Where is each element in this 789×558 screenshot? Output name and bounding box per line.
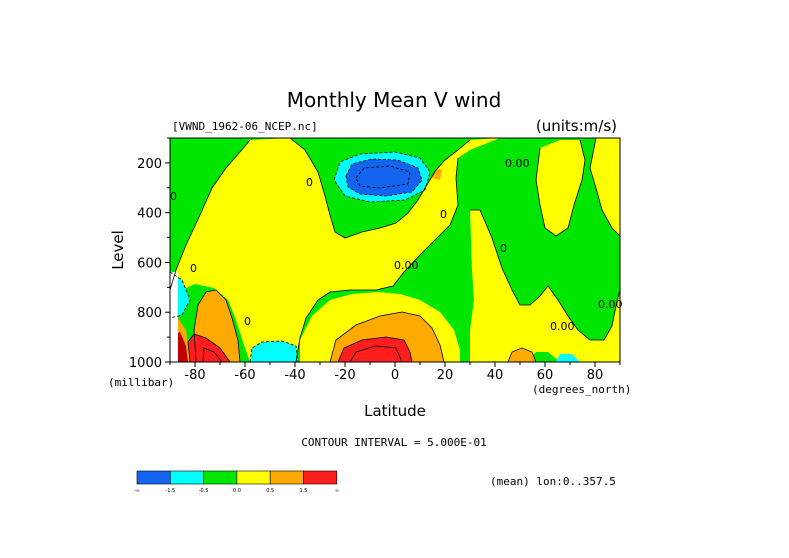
contour-labels: 0.00 0.00 0 0.00 0.00 0 0 0 0 0	[170, 157, 623, 333]
region-positive-far-east	[590, 138, 620, 236]
x-tick-label: 40	[487, 368, 504, 383]
contour-interval: CONTOUR INTERVAL = 5.000E-01	[301, 436, 486, 449]
contour-label: 0.00	[550, 320, 575, 333]
contour-label: 0	[190, 262, 197, 275]
contour-lines	[170, 138, 620, 362]
contour-label: 0	[440, 208, 447, 221]
x-axis-units: (degrees_north)	[532, 383, 631, 396]
contour-line	[535, 139, 586, 237]
y-tick-label: 800	[137, 306, 162, 321]
region-positive-west	[170, 138, 500, 362]
contour-line	[295, 157, 459, 362]
y-axis: 200 400 600 800 1000	[129, 137, 170, 371]
y-tick-label: 200	[137, 157, 162, 172]
colorbar-tick-label: 1.5	[300, 488, 308, 494]
colorbar-swatch	[269, 470, 304, 485]
contour-line	[329, 311, 445, 362]
region-positive-east	[470, 210, 620, 362]
contour-label: 0.00	[598, 298, 623, 311]
chart-title: Monthly Mean V wind	[287, 88, 502, 112]
contour-label: 0.00	[505, 157, 530, 170]
contour-line	[349, 345, 403, 362]
contour-line	[470, 209, 620, 341]
region-orange-east	[508, 348, 536, 362]
contour-line	[345, 158, 423, 197]
mean-note: (mean) lon:0..357.5	[490, 475, 616, 488]
colorbar-swatch	[236, 470, 271, 485]
y-tick-label: 600	[137, 256, 162, 271]
contour-line	[170, 271, 191, 319]
contour-label: 0	[306, 176, 313, 189]
contour-label: 0	[170, 190, 177, 203]
x-tick-label: -40	[284, 368, 305, 383]
contour-line	[337, 336, 413, 362]
region-negative-lowlevel-se	[556, 354, 580, 362]
x-tick-label: 60	[537, 368, 554, 383]
region-red-south	[188, 334, 230, 362]
contour-line	[193, 289, 241, 362]
region-negative-lowlevel-sw	[250, 341, 298, 362]
colorbar-swatch	[303, 470, 338, 485]
contour-line	[589, 138, 620, 237]
contour-line	[187, 333, 231, 362]
colorbar-swatch	[170, 470, 204, 485]
colorbar-tick-label: 0.5	[266, 488, 274, 494]
colorbar-swatch	[203, 470, 238, 485]
x-axis: -80 -60 -40 -20 0 20 40 60 80	[169, 362, 621, 383]
x-tick-label: -80	[184, 368, 205, 383]
y-axis-units: (millibar)	[108, 376, 174, 389]
colorbar-tick-label: 0.0	[233, 488, 241, 494]
x-tick-label: 0	[391, 368, 399, 383]
plot-area	[170, 138, 620, 362]
y-tick-label: 400	[137, 207, 162, 222]
contour-label: 0	[500, 242, 507, 255]
contour-label: 0.00	[394, 259, 419, 272]
x-tick-label: -20	[334, 368, 355, 383]
units-label: (units:m/s)	[536, 117, 617, 135]
contour-line	[507, 347, 537, 362]
y-tick-label: 1000	[129, 356, 162, 371]
region-orange-upper-spot	[432, 168, 442, 180]
contour-line	[249, 340, 299, 362]
contour-line	[202, 347, 223, 362]
colorbar-tick-label: -∞	[134, 488, 140, 494]
colorbar-tick-label: ∞	[335, 488, 339, 494]
x-axis-label: Latitude	[364, 402, 426, 420]
colorbar-tick-label: -0.5	[199, 488, 209, 494]
contour-line	[170, 139, 251, 291]
contour-line	[289, 138, 471, 239]
colorbar-swatch	[136, 470, 171, 485]
dataset-label: [VWND_1962-06_NCEP.nc]	[172, 120, 318, 133]
x-tick-label: 20	[437, 368, 454, 383]
contour-line	[355, 165, 411, 189]
region-positive-mid-east	[536, 140, 585, 236]
x-tick-label: -60	[234, 368, 255, 383]
y-axis-label: Level	[109, 230, 127, 270]
colorbar-tick-label: -1.5	[165, 488, 175, 494]
colorbar: -∞ -1.5 -0.5 0.0 0.5 1.5 ∞	[134, 470, 339, 494]
x-tick-label: 80	[587, 368, 604, 383]
region-red-center	[338, 337, 412, 362]
contour-label: 0	[244, 315, 251, 328]
